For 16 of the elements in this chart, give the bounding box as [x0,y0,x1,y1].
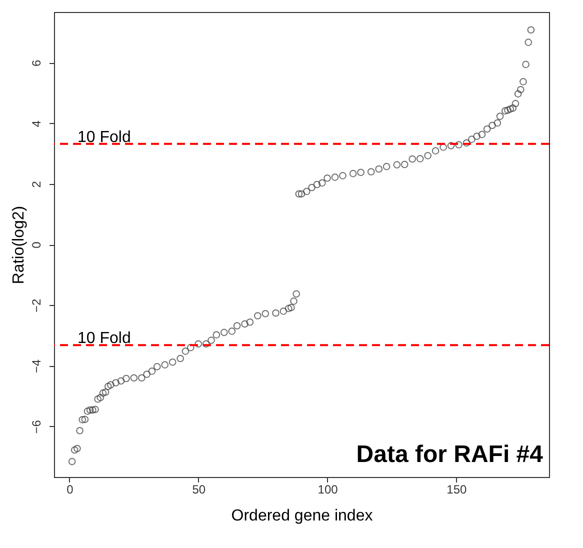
text: Data for RAFi #4 [356,441,544,468]
y-tick-label: 6 [30,59,44,66]
x-tick-label: 0 [66,482,74,496]
y-tick-label: 4 [30,120,44,128]
y-tick-label: −4 [30,359,44,374]
y-tick-label: −2 [30,298,44,312]
x-axis-title: Ordered gene index [231,508,373,524]
ref-line-label: 10 Fold [77,330,131,348]
y-tick-label: 0 [30,241,44,248]
x-tick-label: 50 [192,482,206,496]
y-tick-label: −6 [30,420,44,434]
y-tick-label: 2 [30,180,44,188]
x-tick-label: 150 [446,482,468,496]
y-axis-title: Ratio(log2) [10,206,28,284]
ref-line-label: 10 Fold [77,128,131,146]
x-tick-label: 100 [318,482,338,496]
